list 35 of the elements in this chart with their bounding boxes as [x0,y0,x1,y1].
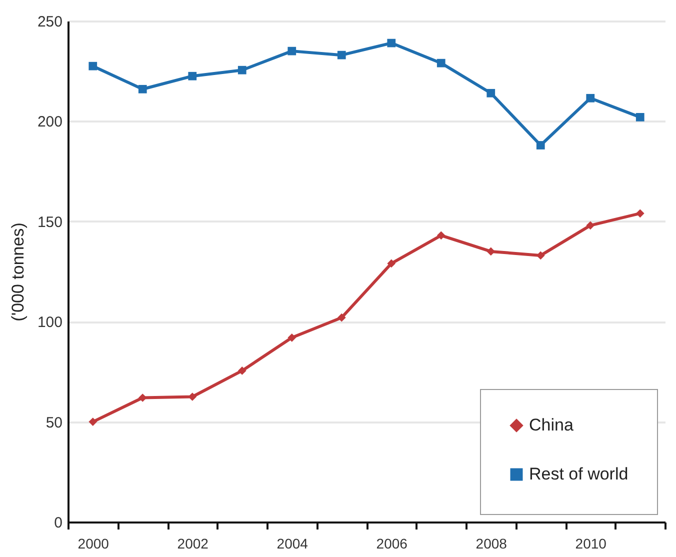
point [586,94,595,102]
point [88,418,98,426]
point [636,209,644,218]
x-tick-label: 2008 [476,536,508,552]
y-tick-label: 100 [37,314,62,332]
x-tick-label: 2010 [575,536,607,552]
point [486,88,496,98]
y-tick-label: 200 [37,114,62,131]
point [436,58,446,68]
y-tick-label: 150 [37,214,62,231]
x-tick-label: 2000 [78,536,110,552]
point [337,313,346,322]
point [88,62,98,70]
y-axis-title: ('000 tonnes) [8,222,28,322]
y-tick-label: 250 [37,14,62,30]
point [387,38,396,48]
point [288,46,296,56]
point [188,72,197,80]
point [238,66,246,74]
point [636,113,644,122]
point [238,366,246,375]
legend-label: Rest of world [529,464,628,484]
legend-label: China [529,416,574,434]
point [536,141,545,150]
x-tick-label: 2002 [177,536,209,552]
y-tick-label: 0 [54,514,62,532]
x-tick-label: 2006 [376,536,408,552]
point [436,231,446,240]
point [586,221,595,230]
point [138,84,147,94]
point [337,50,346,60]
point [288,333,296,342]
y-tick-label: 50 [46,414,62,432]
x-tick-label: 2004 [276,536,308,552]
point [387,259,396,268]
